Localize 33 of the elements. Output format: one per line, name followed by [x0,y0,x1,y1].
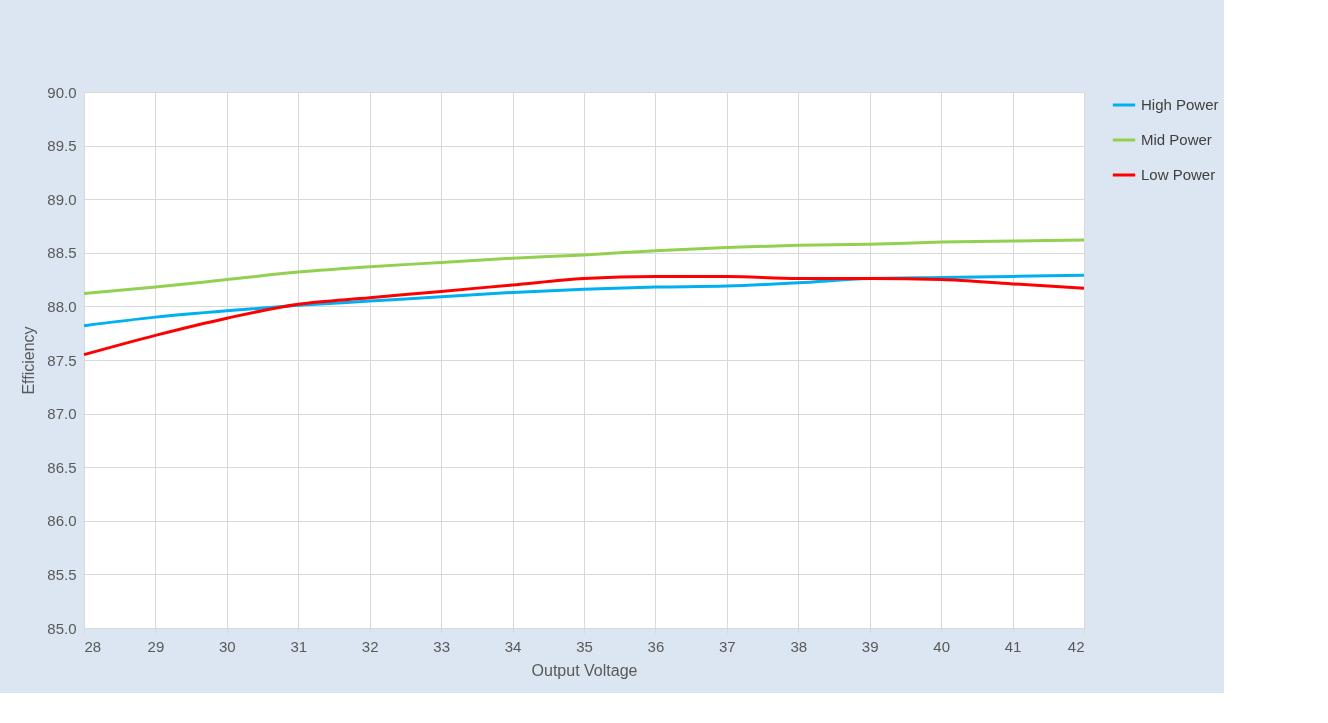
x-tick-label: 33 [433,637,450,655]
x-tick-label: 28 [84,637,102,655]
x-tick-label: 31 [290,637,308,655]
legend-label: Low Power [1141,166,1216,183]
line-series [82,274,1086,357]
y-tick-label: 88.5 [47,244,77,262]
x-tick-label: 36 [647,637,665,655]
y-tick-label: 86.5 [47,458,77,476]
legend-label: Mid Power [1141,131,1212,148]
x-tick-label: 34 [504,637,522,655]
y-tick-label: 88.0 [47,297,77,315]
x-tick-label: 29 [147,637,165,655]
y-tick-label: 89.0 [47,190,77,208]
x-tick-label: 32 [361,637,379,655]
x-tick-label: 38 [790,637,808,655]
legend-label: High Power [1141,96,1219,113]
x-tick-label: 30 [219,637,236,655]
y-tick-label: 85.0 [47,619,77,637]
y-tick-label: 87.0 [47,405,77,423]
x-axis-title: Output Voltage [531,661,638,679]
x-tick-label: 40 [933,637,950,655]
y-tick-label: 90.0 [47,83,77,101]
y-tick-label: 89.5 [47,137,77,155]
x-tick-label: 42 [1067,637,1085,655]
x-tick-label: 41 [1004,637,1022,655]
x-tick-label: 37 [719,637,736,655]
y-tick-label: 86.0 [47,512,77,530]
line-series [82,238,1086,296]
y-tick-label: 85.5 [47,565,77,583]
x-tick-label: 35 [576,637,593,655]
x-tick-label: 39 [861,637,879,655]
y-tick-label: 87.5 [47,351,77,369]
y-axis-title: Efficiency [20,326,38,395]
